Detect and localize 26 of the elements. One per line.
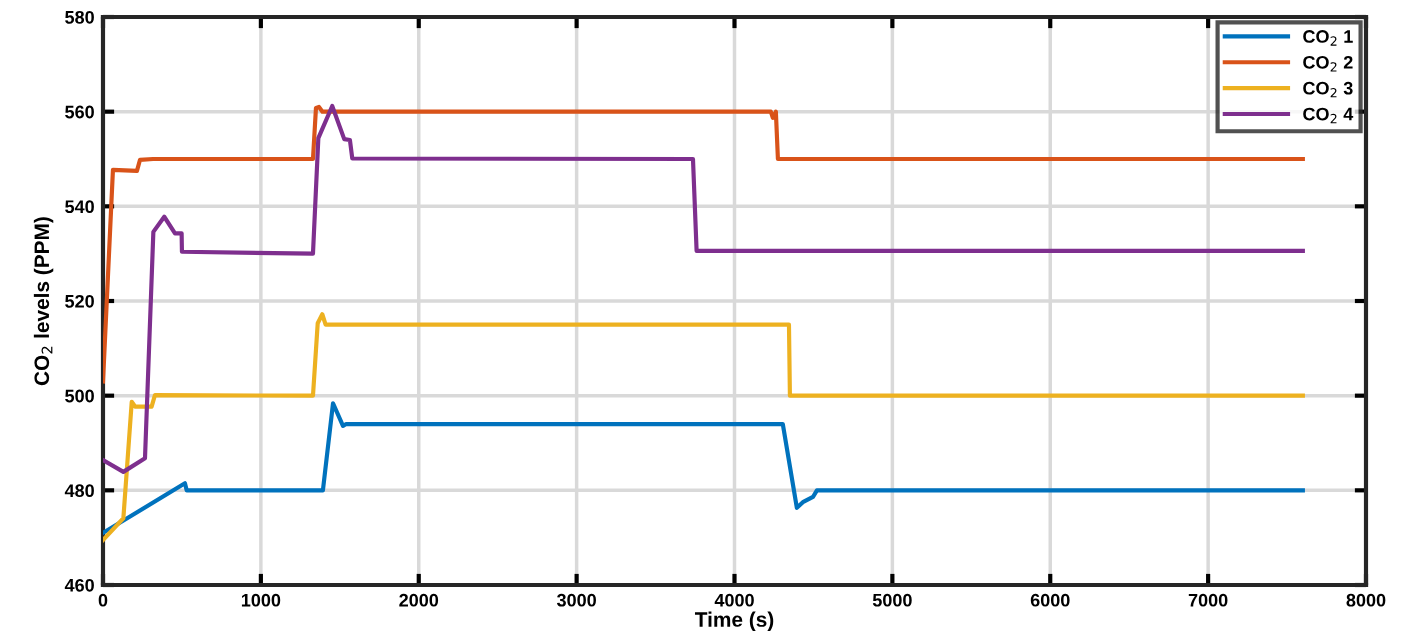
y-tick-label: 520 xyxy=(65,294,94,308)
line-series xyxy=(103,312,1305,543)
x-axis-title: Time (s) xyxy=(694,611,774,631)
x-tick-label: 6000 xyxy=(1030,593,1070,607)
line-series xyxy=(103,401,1305,536)
line-series xyxy=(103,104,1305,384)
y-tick-label: 460 xyxy=(64,578,94,592)
y-tick-label: 500 xyxy=(65,389,94,403)
x-tick-label: 5000 xyxy=(872,593,912,607)
legend-label: CO$_{2}$ 4 xyxy=(1303,107,1354,124)
line-series xyxy=(103,103,1305,474)
y-tick-label: 480 xyxy=(64,484,94,498)
y-tick-label: 580 xyxy=(65,10,94,24)
legend-label: CO$_{2}$ 3 xyxy=(1303,81,1353,98)
x-tick-label: 3000 xyxy=(556,593,596,607)
x-tick-label: 8000 xyxy=(1346,593,1386,607)
x-tick-label: 1000 xyxy=(241,593,281,607)
x-tick-label: 7000 xyxy=(1188,593,1228,607)
x-tick-label: 2000 xyxy=(399,593,439,607)
y-tick-label: 560 xyxy=(65,105,94,119)
x-tick-label: 0 xyxy=(98,593,108,607)
legend-label: CO$_{2}$ 1 xyxy=(1303,30,1353,46)
y-axis-title: CO$_{2}$ levels (PPM) xyxy=(33,217,54,386)
y-tick-label: 540 xyxy=(65,200,94,214)
legend-label: CO$_{2}$ 2 xyxy=(1303,55,1353,72)
x-tick-label: 4000 xyxy=(714,593,754,607)
